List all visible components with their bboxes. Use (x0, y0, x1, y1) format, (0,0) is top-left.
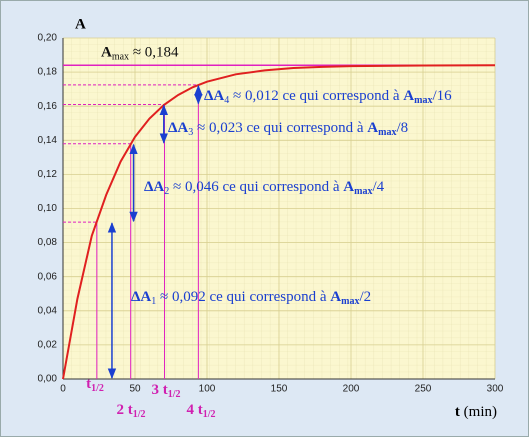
y-axis-label: A (75, 16, 86, 32)
delta-tail: /2 (359, 289, 371, 305)
halflife-t: t (128, 402, 133, 418)
y-tick-label: 0,14 (38, 135, 58, 146)
delta-tail: /16 (432, 88, 452, 104)
delta-sub: 1 (151, 296, 156, 307)
halflife-label: 2 t1/2 (116, 402, 145, 420)
delta-sub: 3 (188, 127, 193, 138)
delta-a: A (330, 289, 341, 305)
delta-symbol: ΔA (131, 289, 151, 305)
delta-a: A (403, 88, 414, 104)
delta-symbol: ΔA (144, 179, 164, 195)
delta-text: ≈ 0,046 ce qui correspond à (169, 179, 343, 195)
halflife-label: t1/2 (86, 376, 104, 394)
delta-asub: max (341, 296, 359, 307)
delta-label: ΔA3 ≈ 0,023 ce qui correspond à Amax/8 (168, 120, 408, 138)
y-tick-label: 0,10 (38, 203, 58, 214)
delta-tail: /4 (372, 179, 384, 195)
amax-text: ≈ 0,184 (129, 45, 179, 61)
delta-a: A (367, 120, 378, 136)
amax-sub: max (112, 52, 129, 63)
delta-text: ≈ 0,012 ce qui correspond à (229, 88, 403, 104)
y-tick-label: 0,02 (38, 340, 58, 351)
y-tick-label: 0,00 (38, 374, 58, 385)
x-tick-label: 0 (60, 384, 66, 395)
x-axis-label-unit: (min) (460, 404, 497, 420)
halflife-label: 3 t1/2 (151, 382, 180, 400)
x-tick-label: 250 (415, 384, 432, 395)
x-tick-label: 300 (487, 384, 504, 395)
y-tick-label: 0,08 (38, 237, 58, 248)
halflife-sub: 1/2 (168, 389, 181, 400)
halflife-t: t (163, 382, 168, 398)
delta-asub: max (378, 127, 396, 138)
delta-sub: 4 (224, 95, 229, 106)
y-tick-label: 0,12 (38, 169, 58, 180)
delta-a: A (343, 179, 354, 195)
amax-a: A (101, 45, 112, 61)
delta-label: ΔA4 ≈ 0,012 ce qui correspond à Amax/16 (204, 88, 452, 106)
x-tick-label: 150 (271, 384, 288, 395)
x-tick-label: 50 (129, 384, 141, 395)
delta-tail: /8 (396, 120, 408, 136)
y-tick-label: 0,04 (38, 305, 58, 316)
halflife-pre: 4 (186, 402, 197, 418)
x-tick-label: 200 (343, 384, 360, 395)
halflife-pre: 3 (151, 382, 162, 398)
delta-asub: max (414, 95, 432, 106)
amax-label: Amax ≈ 0,184 (101, 45, 179, 63)
y-tick-label: 0,20 (38, 33, 58, 44)
delta-sub: 2 (164, 186, 169, 197)
halflife-label: 4 t1/2 (186, 402, 215, 420)
delta-asub: max (354, 186, 372, 197)
delta-symbol: ΔA (168, 120, 188, 136)
halflife-sub: 1/2 (203, 409, 216, 420)
delta-text: ≈ 0,023 ce qui correspond à (193, 120, 367, 136)
x-tick-label: 100 (199, 384, 216, 395)
halflife-sub: 1/2 (91, 383, 104, 394)
y-tick-label: 0,16 (38, 101, 58, 112)
halflife-sub: 1/2 (133, 409, 146, 420)
delta-text: ≈ 0,092 ce qui correspond à (156, 289, 330, 305)
delta-label: ΔA1 ≈ 0,092 ce qui correspond à Amax/2 (131, 289, 371, 307)
y-tick-label: 0,06 (38, 271, 58, 282)
x-axis-label-bold: t (455, 404, 460, 420)
x-axis-label: t (min) (455, 404, 497, 420)
halflife-t: t (198, 402, 203, 418)
curve (62, 64, 496, 380)
delta-symbol: ΔA (204, 88, 224, 104)
delta-label: ΔA2 ≈ 0,046 ce qui correspond à Amax/4 (144, 179, 385, 197)
halflife-pre: 2 (116, 402, 127, 418)
halflife-t: t (86, 376, 91, 392)
y-tick-label: 0,18 (38, 67, 58, 78)
